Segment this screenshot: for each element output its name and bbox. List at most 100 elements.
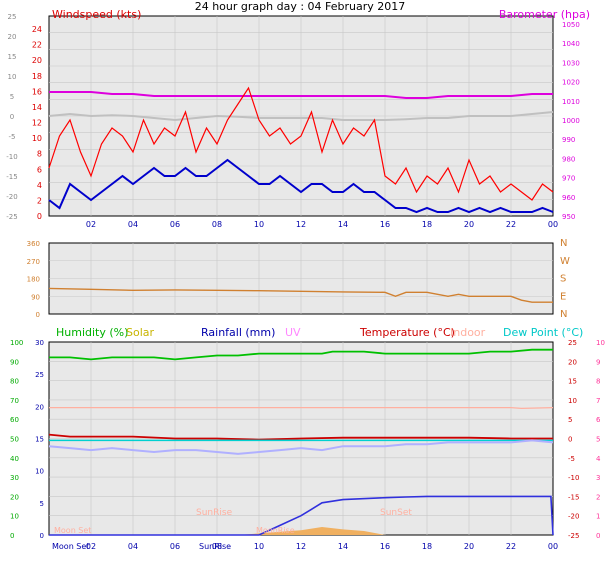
outer-tick-label: 10 [8,73,17,81]
x-tick-label: 02 [86,542,96,551]
temperature-line [48,433,553,441]
uv-tick-label: 8 [596,378,600,386]
outer-tick-label: 5 [10,93,14,101]
temperature-tick-label: -10 [568,474,579,482]
indoor-line [49,407,554,410]
direction-tick-label: 0 [36,311,40,319]
compass-tick-label: S [560,274,566,285]
humidity-tick-label: 70 [10,397,19,405]
barometer-tick-label: 1000 [562,117,580,125]
barometer-tick-label: 980 [562,155,575,163]
outer-tick-label: -25 [6,213,17,221]
outer-tick-label: -5 [9,133,16,141]
humidity-tick-label: 20 [10,493,19,501]
outer-tick-label: -20 [6,193,17,201]
outer-tick-label: 15 [8,53,17,61]
wind-tick-label: 6 [37,165,42,174]
humidity-tick-label: 0 [10,532,14,540]
direction-tick-label: 90 [31,293,40,301]
rainfall-tick-label: 5 [40,500,44,508]
humidity-tick-label: 30 [10,474,19,482]
outer-tick-label: 25 [8,13,17,21]
noise-line [48,439,554,455]
barometer-tick-label: 970 [562,175,575,183]
x-tick-label: 08 [212,220,222,229]
x-tick-label: 16 [380,542,390,551]
rainfall-tick-label: 25 [35,371,44,379]
humidity-tick-label: 90 [10,358,19,366]
barometer-tick-label: 990 [562,136,575,144]
direction-tick-label: 360 [27,240,40,248]
outer-tick-label: 0 [10,113,14,121]
x-tick-label: 14 [338,542,348,551]
wind-tick-label: 22 [32,41,42,50]
wind-tick-label: 24 [32,25,42,34]
wind-tick-label: 12 [32,119,42,128]
wind-tick-label: 18 [32,72,42,81]
uv-tick-label: 5 [596,436,600,444]
direction-line [48,287,553,303]
x-tick-label: 20 [464,542,474,551]
x-tick-label: 22 [506,220,516,229]
rainfall-tick-label: 30 [35,339,44,347]
outer-tick-label: -15 [6,173,17,181]
x-tick-label: 00 [548,542,558,551]
humidity-line [49,348,553,361]
temperature-ticks: 25 20 15 10 5 0 -5 -10 -15 -20 -25 [568,339,579,540]
temperature-tick-label: -15 [568,493,579,501]
outer-line [48,111,554,122]
temperature-tick-label: 0 [568,436,572,444]
temperature-tick-label: 25 [568,339,577,347]
x-tick-label: 16 [380,220,390,229]
temperature-tick-label: -25 [568,532,579,540]
sunset-annotation: SunSet [380,508,412,518]
humidity-tick-label: 50 [10,436,19,444]
outer-tick-label: -10 [6,153,17,161]
temperature-tick-label: 15 [568,378,577,386]
uv-tick-label: 4 [596,455,601,463]
compass-tick-label: E [560,291,566,302]
barometer-tick-label: 1030 [562,59,580,67]
x-tick-label: 20 [464,220,474,229]
temperature-tick-label: 10 [568,397,577,405]
moonset-xlabel: Moon Set [52,542,89,551]
compass-tick-label: N [560,309,567,320]
humidity-tick-label: 40 [10,455,19,463]
barometer-axis-label: Barometer (hpa) [499,8,590,21]
wind-line [48,86,554,201]
indoor-label: Indoor [450,326,486,339]
x-tick-label: 18 [422,542,432,551]
compass-tick-label: N [560,238,567,249]
wind-x-ticks: 02 04 06 08 10 12 14 16 18 20 22 00 [86,220,558,229]
barometer-tick-label: 1050 [562,21,580,29]
x-tick-label: 10 [254,542,264,551]
x-tick-label: 04 [128,542,138,551]
moonrise-annotation: MoonRise [256,526,295,535]
sunrise-xlabel: SunRise [199,542,231,551]
compass-tick-label: W [560,256,570,267]
uv-tick-label: 10 [596,339,605,347]
x-tick-label: 02 [86,220,96,229]
rainfall-ticks: 30 25 20 15 10 5 0 [35,339,44,540]
humidity-label: Humidity (%) [56,326,128,339]
rainfall-tick-label: 0 [40,532,44,540]
humidity-x-ticks: 02 04 06 08 10 12 14 16 18 20 22 00 [86,542,558,551]
x-tick-label: 22 [506,542,516,551]
direction-ticks: 360 270 180 90 0 [27,240,40,319]
barometer-ticks: 1050 1040 1030 1020 1010 1000 990 980 970 960 950 [562,21,580,221]
humidity-tick-label: 100 [10,339,23,347]
rainfall-label: Rainfall (mm) [201,326,275,339]
solar-label: Solar [126,326,155,339]
wind-axis-label: Windspeed (kts) [52,8,141,21]
uv-tick-label: 2 [596,493,600,501]
humidity-tick-label: 80 [10,378,19,386]
x-tick-label: 06 [170,542,180,551]
temperature-tick-label: 5 [568,416,572,424]
wind-tick-label: 16 [32,87,42,96]
uv-tick-label: 0 [596,532,600,540]
gust-avg-line [48,158,554,214]
wind-outer-ticks: 25 20 15 10 5 0 -5 -10 -15 -20 -25 [6,13,17,221]
